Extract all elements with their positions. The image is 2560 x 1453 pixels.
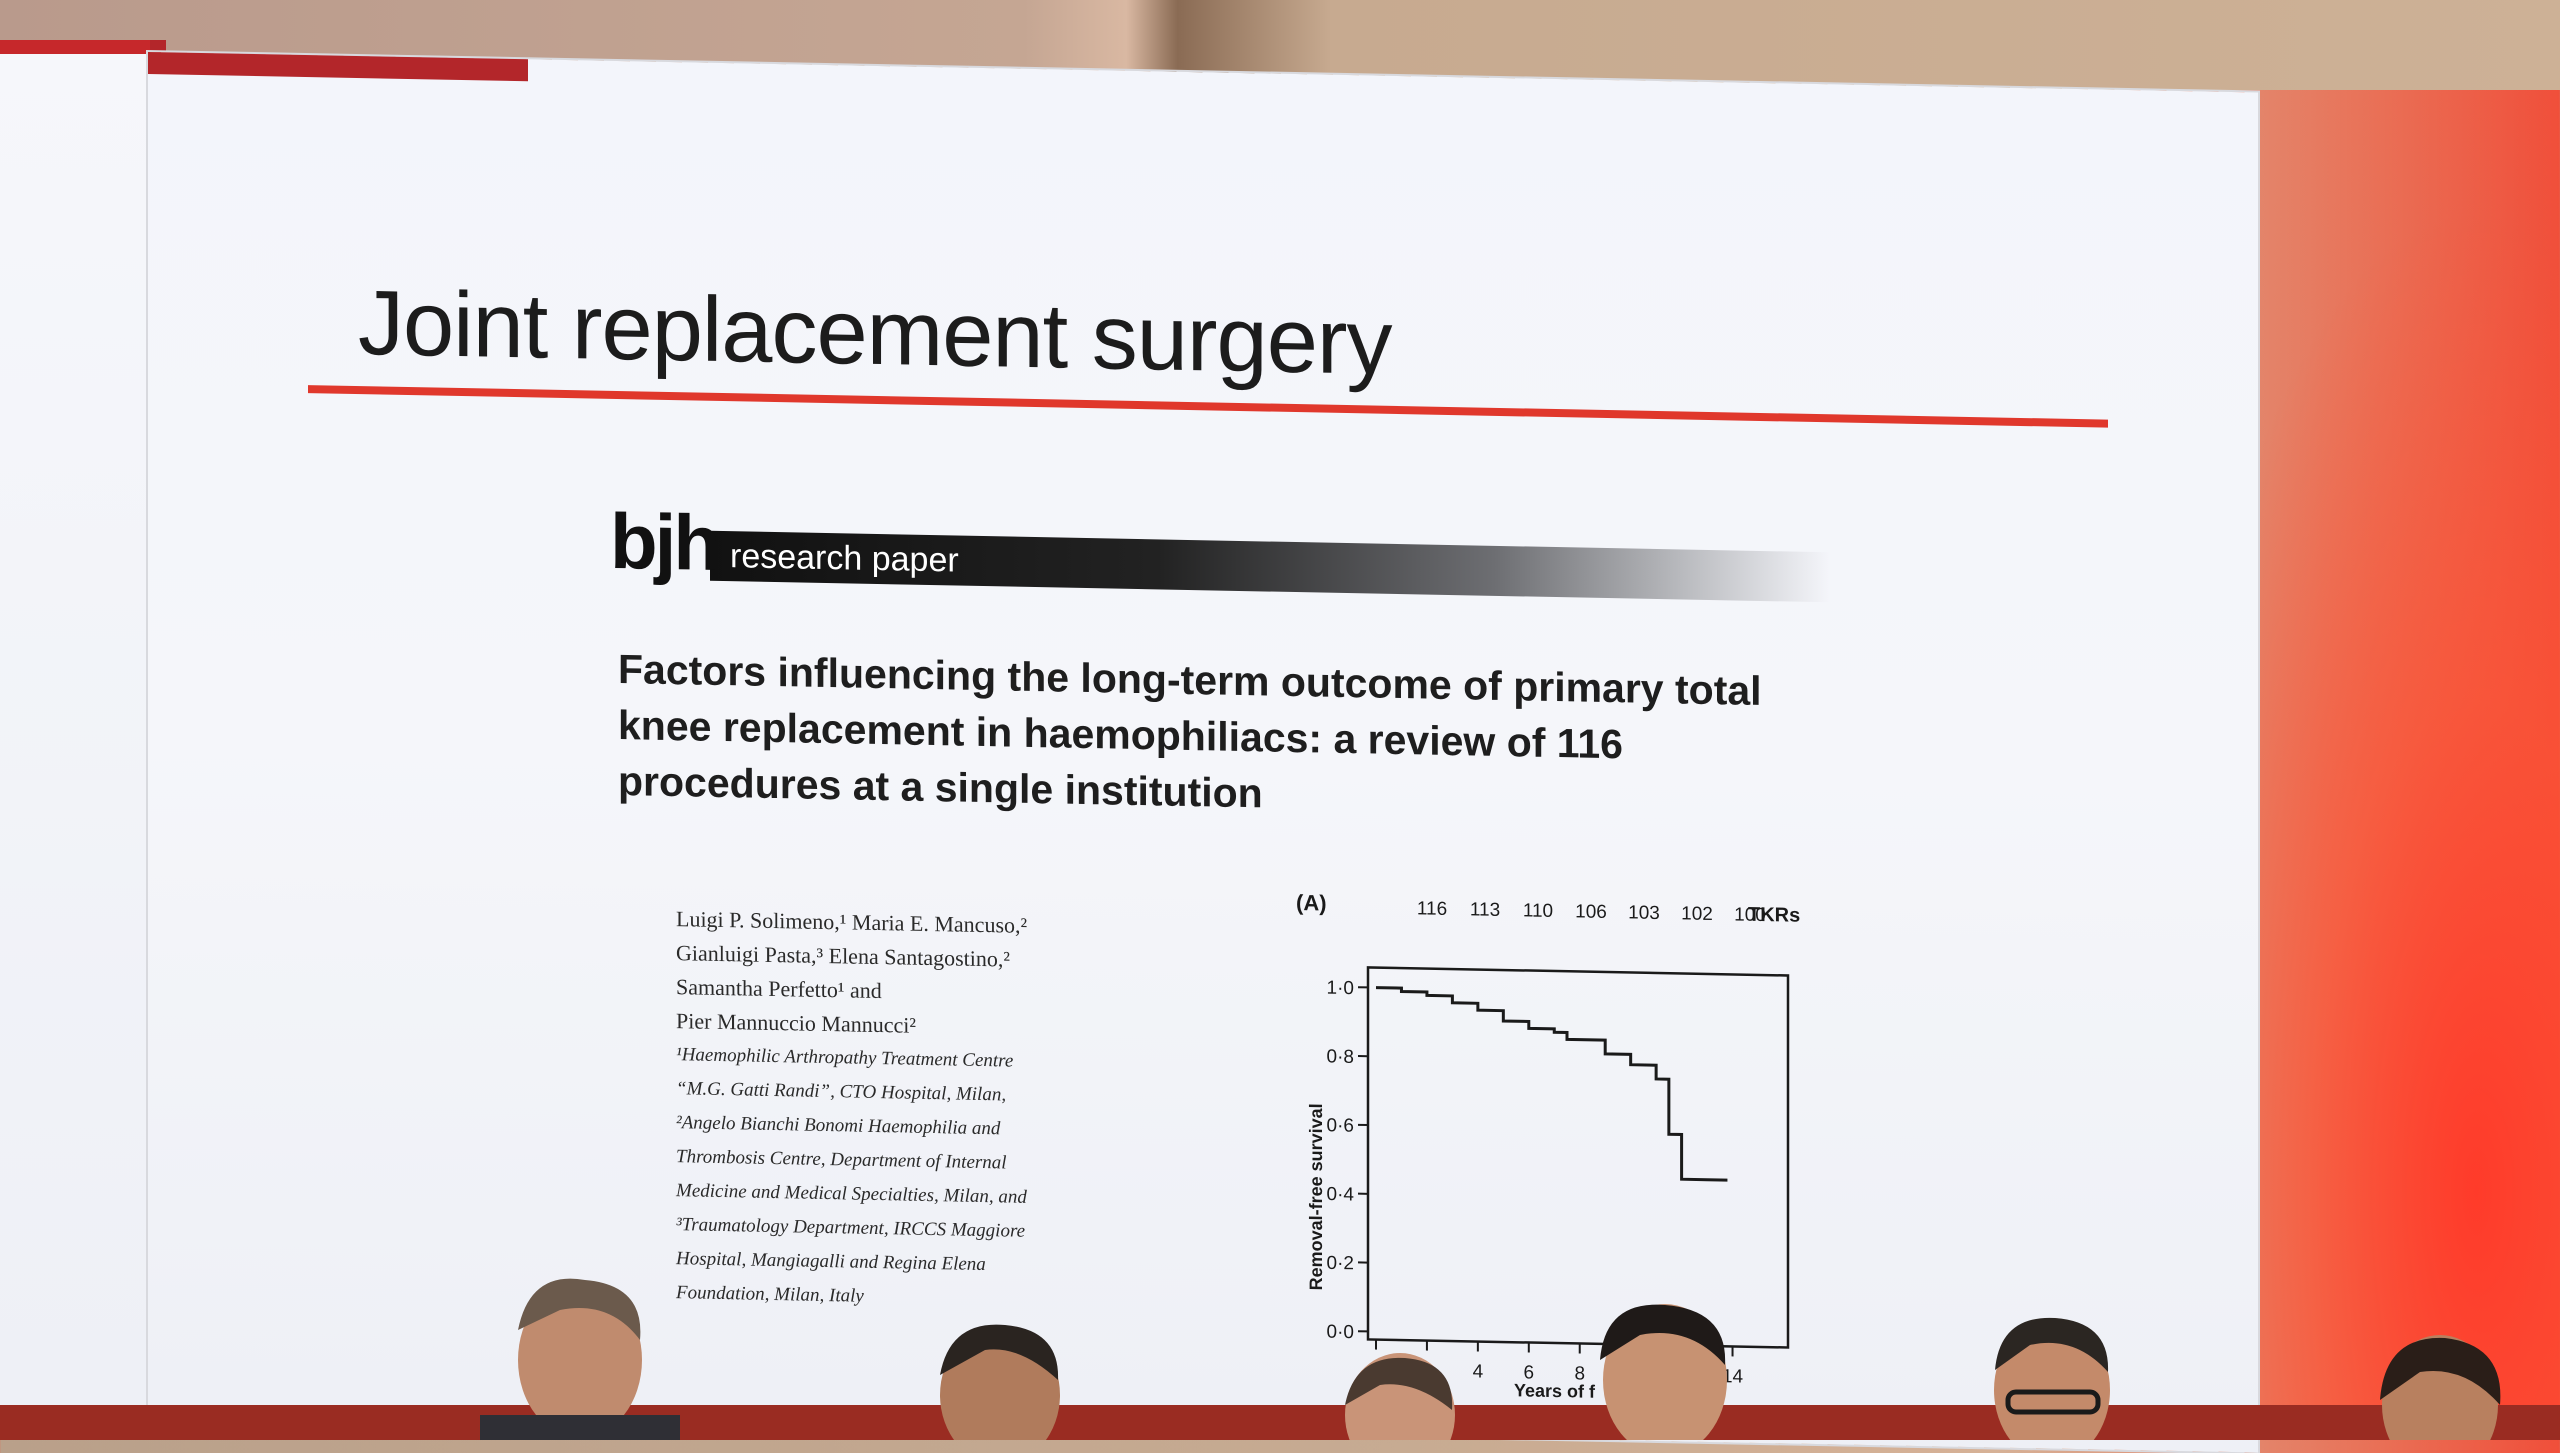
x-tick-label: 8 [1574,1363,1585,1384]
paper-title: Factors influencing the long-term outcom… [618,641,1798,832]
y-tick-label: 0·6 [1327,1115,1354,1137]
journal-header: bjh research paper [610,509,1830,604]
journal-section-label: research paper [730,537,959,580]
top-tick-label: 113 [1470,899,1500,921]
y-tick-label: 0·0 [1327,1322,1354,1344]
x-tick-label: 0 [1371,1359,1382,1380]
x-tick-label: 6 [1524,1362,1535,1383]
survival-curve [1376,988,1727,1181]
y-tick-label: 0·4 [1327,1184,1355,1206]
chart-y-axis-label: Removal-free survival [1306,1103,1326,1290]
x-tick-label: 12 [1671,1365,1692,1386]
y-tick-label: 0·2 [1327,1253,1354,1275]
x-tick-label: 4 [1473,1361,1484,1382]
top-tick-label: 116 [1417,898,1447,920]
adjacent-screen [0,40,166,1420]
author-block: Luigi P. Solimeno,¹ Maria E. Mancuso,² G… [676,902,1136,1319]
top-tick-label: 100 [1734,904,1766,926]
journal-logo: bjh [610,501,718,583]
x-tick-label: 14 [1722,1366,1744,1387]
y-tick-label: 0·8 [1327,1046,1354,1068]
x-tick-label: 2 [1422,1360,1433,1381]
x-tick-label: 10 [1620,1364,1641,1385]
top-tick-label: 102 [1681,903,1713,925]
top-tick-label: 110 [1523,900,1553,922]
y-tick-label: 1·0 [1327,978,1354,1000]
slide-title: Joint replacement surgery [358,271,1392,396]
chart-plot-frame [1368,967,1788,1347]
top-tick-label: 103 [1628,902,1660,924]
top-tick-label: 106 [1575,901,1607,923]
chart-panel-label: (A) [1296,890,1327,916]
projection-screen: Joint replacement surgery bjh research p… [148,52,2258,1453]
adjacent-screen-red-band [0,40,150,54]
survival-chart: (A) TKRs Removal-free survival Years of … [1296,880,1856,1411]
survival-chart-svg: (A) TKRs Removal-free survival Years of … [1296,880,1856,1411]
